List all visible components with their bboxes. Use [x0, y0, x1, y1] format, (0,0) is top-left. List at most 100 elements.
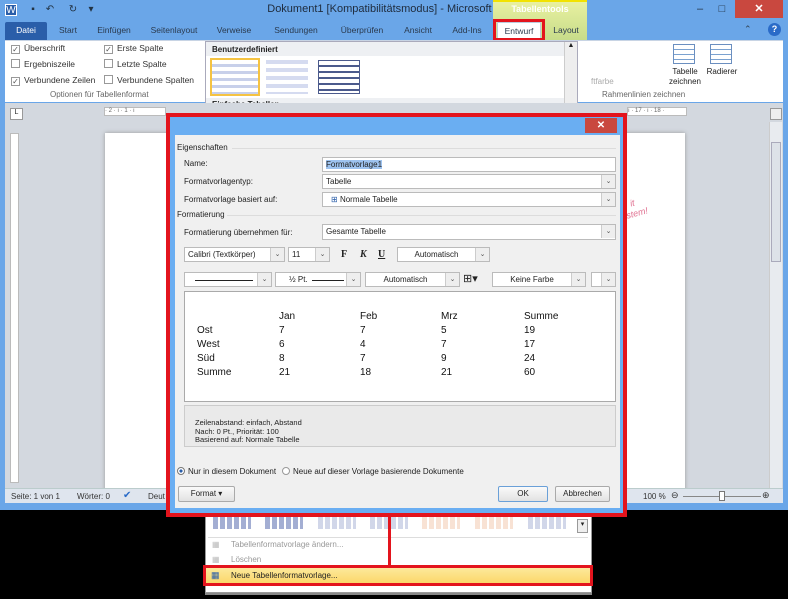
close-button[interactable]: ✕: [735, 0, 783, 18]
bold-button[interactable]: F: [341, 249, 348, 260]
gallery-more-icon[interactable]: ▾: [577, 519, 588, 533]
gallery-scrollbar[interactable]: ▲: [564, 42, 577, 111]
menu-new-style[interactable]: Neue Tabellenformatvorlage...: [231, 571, 338, 580]
tab-einfuegen[interactable]: Einfügen: [97, 25, 131, 35]
checkbox-ueberschrift[interactable]: ✓ Überschrift: [11, 43, 66, 54]
checkbox-verbundene-spalten[interactable]: Verbundene Spalten: [104, 75, 194, 85]
shading-select[interactable]: Keine Farbe ⌄: [492, 272, 586, 287]
draw-table-icon[interactable]: [673, 44, 695, 64]
preview-cell: 7: [360, 325, 366, 336]
zoom-out-icon[interactable]: ⊖: [671, 490, 679, 500]
eraser-icon[interactable]: [710, 44, 732, 64]
apply-to-select[interactable]: Gesamte Tabelle ⌄: [322, 224, 616, 240]
line-weight-select[interactable]: ½ Pt. ⌄: [275, 272, 361, 287]
border-color-select[interactable]: Automatisch ⌄: [365, 272, 460, 287]
preview-cell: West: [197, 339, 220, 350]
tab-seitenlayout[interactable]: Seitenlayout: [150, 25, 198, 35]
radio-new-documents[interactable]: Neue auf dieser Vorlage basierende Dokum…: [282, 467, 464, 476]
pen-color-label[interactable]: ftfarbe: [591, 77, 614, 86]
chevron-down-icon: ⌄: [475, 248, 489, 261]
title-bar: W ▪ ↶ ↻ ▾: [0, 0, 788, 20]
menu-delete[interactable]: Löschen: [231, 555, 262, 564]
customize-qat-icon[interactable]: ▾: [88, 4, 94, 15]
gallery-style-1[interactable]: [210, 58, 260, 96]
menu-modify-style[interactable]: Tabellenformatvorlage ändern...: [231, 540, 344, 549]
tab-datei[interactable]: Datei: [5, 22, 47, 40]
tab-ueberpruefen[interactable]: Überprüfen: [340, 25, 384, 35]
font-color-select[interactable]: Automatisch ⌄: [397, 247, 490, 262]
underline-button[interactable]: U: [378, 249, 386, 260]
tab-layout[interactable]: Layout: [553, 25, 579, 35]
gallery-thumb[interactable]: [422, 517, 460, 529]
eraser-button[interactable]: Radierer: [706, 67, 738, 76]
chevron-down-icon: ⌄: [346, 273, 360, 286]
help-icon[interactable]: ?: [768, 23, 781, 36]
gallery-thumb[interactable]: [213, 517, 251, 529]
tab-ansicht[interactable]: Ansicht: [404, 25, 432, 35]
maximize-button[interactable]: □: [718, 3, 726, 15]
horizontal-ruler-left[interactable]: · 2 · ı · 1 · ı: [104, 107, 166, 116]
apply-to-label: Formatierung übernehmen für:: [184, 228, 293, 237]
zoom-slider-thumb[interactable]: [719, 491, 725, 501]
gallery-style-2[interactable]: [266, 60, 308, 94]
tab-selector[interactable]: L: [10, 108, 23, 120]
save-icon[interactable]: ▪: [31, 4, 35, 15]
radio-this-document[interactable]: Nur in diesem Dokument: [177, 467, 276, 476]
horizontal-ruler-right[interactable]: ı · 17 · ı · 18 ·: [627, 107, 687, 116]
preview-cell: 18: [360, 367, 372, 378]
preview-cell: Mrz: [441, 311, 458, 322]
vertical-scrollbar[interactable]: [769, 122, 782, 488]
checkbox-erste-spalte[interactable]: ✓ Erste Spalte: [104, 43, 164, 54]
gallery-style-3[interactable]: [318, 60, 360, 94]
gallery-thumb[interactable]: [318, 517, 356, 529]
format-button[interactable]: Format ▾: [178, 486, 235, 502]
preview-cell: 9: [441, 353, 447, 364]
checkbox-verbundene-zeilen[interactable]: ✓ Verbundene Zeilen: [11, 75, 96, 86]
preview-cell: 5: [441, 325, 447, 336]
word-count[interactable]: Wörter: 0: [77, 492, 110, 501]
dialog-highlight-box: [166, 113, 627, 517]
chevron-down-icon: ⌄: [257, 273, 271, 286]
gallery-thumb[interactable]: [265, 517, 303, 529]
tab-sendungen[interactable]: Sendungen: [274, 25, 318, 35]
gallery-thumb[interactable]: [475, 517, 513, 529]
redo-icon[interactable]: ↻: [68, 4, 78, 15]
ok-button[interactable]: OK: [498, 486, 548, 502]
cancel-button[interactable]: Abbrechen: [555, 486, 610, 502]
undo-icon[interactable]: ↶: [45, 4, 55, 15]
checkbox-ergebniszeile[interactable]: Ergebniszeile: [11, 59, 75, 69]
dialog-close-button[interactable]: ✕: [585, 118, 617, 133]
language[interactable]: Deut: [148, 492, 165, 501]
description-line: Nach: 0 Pt., Priorität: 100: [195, 426, 279, 436]
checkbox-letzte-spalte[interactable]: Letzte Spalte: [104, 59, 167, 69]
collapse-ribbon-icon[interactable]: ⌃: [744, 24, 752, 34]
line-style-select[interactable]: ⌄: [184, 272, 272, 287]
font-select[interactable]: Calibri (Textkörper) ⌄: [184, 247, 285, 262]
modify-style-icon: ▦: [212, 540, 220, 549]
preview-cell: Feb: [360, 311, 378, 322]
based-on-select[interactable]: ⊞ Normale Tabelle ⌄: [322, 192, 616, 207]
preview-cell: Süd: [197, 353, 215, 364]
tab-start[interactable]: Start: [59, 25, 77, 35]
view-ruler-icon[interactable]: [770, 108, 782, 120]
zoom-in-icon[interactable]: ⊕: [762, 490, 770, 500]
vertical-ruler[interactable]: [10, 133, 19, 483]
tab-add-ins[interactable]: Add-Ins: [452, 25, 482, 35]
scrollbar-thumb[interactable]: [771, 142, 781, 262]
chevron-down-icon: ⌄: [571, 273, 585, 286]
gallery-thumb[interactable]: [528, 517, 566, 529]
proofing-icon[interactable]: ✔: [123, 490, 132, 501]
draw-table-button[interactable]: Tabelle zeichnen: [668, 67, 702, 86]
minimize-button[interactable]: –: [696, 3, 704, 15]
type-select[interactable]: Tabelle ⌄: [322, 174, 616, 189]
font-size-select[interactable]: 11 ⌄: [288, 247, 330, 262]
borders-icon[interactable]: ⊞▾: [463, 273, 478, 285]
tab-verweise[interactable]: Verweise: [216, 25, 252, 35]
page-count[interactable]: Seite: 1 von 1: [11, 492, 60, 501]
name-input[interactable]: Formatvorlage1: [322, 157, 616, 172]
alignment-icon[interactable]: ⌄: [591, 272, 616, 287]
preview-cell: 7: [360, 353, 366, 364]
italic-button[interactable]: K: [360, 249, 367, 260]
section-formatting: Formatierung: [177, 210, 225, 219]
zoom-level[interactable]: 100 %: [643, 492, 666, 501]
